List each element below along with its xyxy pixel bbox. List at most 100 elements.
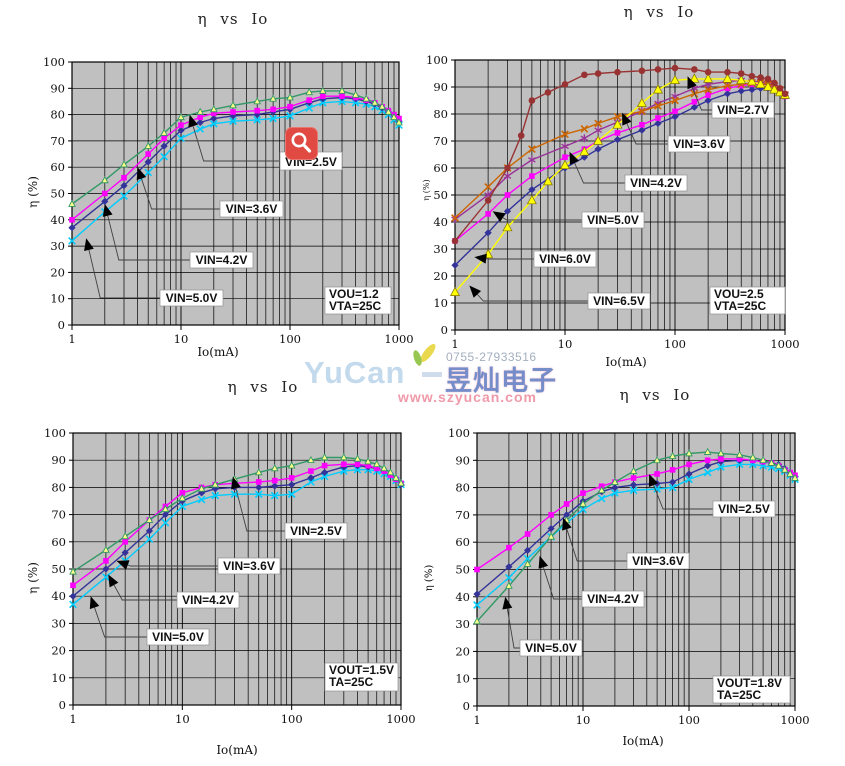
watermark: 0755-27933516 YuCan 昱灿电子 www.szyucan.com [298,341,558,408]
info-box-line: VTA=25C [714,299,766,313]
vin-callout: VIN=5.0V [587,213,639,227]
x-tick: 1000 [770,337,799,351]
callout-arrow [84,238,94,252]
x-tick: 1000 [384,332,413,346]
x-tick: 10 [174,332,189,346]
y-axis-label: η (%) [26,562,40,594]
y-tick: 60 [455,535,470,549]
y-tick: 50 [50,187,65,201]
vin-callout: VIN=3.6V [226,202,278,216]
y-tick: 30 [433,242,448,256]
y-tick: 90 [51,453,66,467]
y-axis-label: η (%) [422,179,431,200]
y-tick: 10 [51,671,66,685]
series-vin-5-0v [71,100,400,242]
y-tick: 30 [50,239,65,253]
vin-callout: VIN=6.5V [593,294,645,308]
vin-callout: VIN=4.2V [182,593,234,607]
callout-arrow [502,596,513,610]
series-vin-5-0v [72,469,402,605]
y-tick: 100 [448,426,470,440]
y-tick: 40 [51,589,66,603]
magnifier-icon[interactable] [285,127,318,160]
x-axis-label: Io(mA) [197,345,238,359]
callout-arrow [108,574,119,588]
callout-arrow [622,112,632,126]
vin-callout: VIN=2.7V [717,103,769,117]
chart-title: η vs Io [623,3,695,21]
watermark-url: www.szyucan.com [398,389,537,405]
y-tick: 60 [51,535,66,549]
callout-arrow [136,167,147,181]
x-axis-label: Io(mA) [605,355,646,369]
y-tick: 70 [51,508,66,522]
y-tick: 60 [433,161,448,175]
y-tick: 50 [51,562,66,576]
y-tick: 0 [59,698,66,712]
y-tick: 40 [50,213,65,227]
series-vin-5-0v [476,463,796,606]
y-tick: 80 [455,481,470,495]
series-vin-2-5v [71,90,400,205]
x-tick: 1 [451,337,458,351]
vin-callout: VIN=4.2V [196,253,248,267]
chart-vout-1v8: η vs Io 0 10 20 30 40 50 60 70 80 90 100 1 10 100 1000… [422,372,845,766]
watermark-phone: 0755-27933516 [446,350,537,364]
y-tick: 60 [50,160,65,174]
y-tick: 50 [433,188,448,202]
y-tick: 10 [50,292,65,306]
y-tick: 80 [50,108,65,122]
vin-callout: VIN=5.0V [152,630,204,644]
series-vin-4-2v [71,96,400,229]
callout-arrow [569,151,580,165]
y-tick: 0 [463,699,470,713]
watermark-brand-cn: 昱灿电子 [445,366,557,396]
chart-vout-1v5: η vs Io 0 10 20 30 40 50 60 70 80 90 100 1 10 100 1000… [0,372,422,766]
x-axis-label: Io(mA) [216,743,257,757]
vin-callout: VIN=3.6V [673,137,725,151]
y-tick: 70 [455,508,470,522]
callout-arrow [538,555,549,569]
leaf-icon [410,341,444,372]
callout-arrow [562,517,572,531]
y-tick: 100 [43,55,65,69]
y-tick: 10 [455,672,470,686]
callout-arrow [231,476,241,490]
y-tick: 20 [51,644,66,658]
x-axis-label: Io(mA) [622,734,663,748]
vin-callout: VIN=2.5V [290,524,342,538]
y-tick: 30 [455,617,470,631]
y-axis-label: η (%) [424,565,435,592]
y-tick: 90 [50,81,65,95]
callout-arrow [89,596,100,610]
chart-title: η vs Io [619,386,691,404]
info-box-line: TA=25C [329,675,373,689]
info-box-line: VOUT=1.5V [329,663,394,677]
y-tick: 0 [58,318,65,332]
callout-arrow [116,560,130,570]
y-tick: 70 [433,134,448,148]
y-tick: 90 [455,453,470,467]
callout-arrow [102,204,113,217]
y-tick: 100 [44,426,66,440]
series-vin-6-5v [454,78,786,293]
magnifier-glyph [291,132,312,153]
callout-arrow [188,114,198,128]
vin-callout: VIN=4.2V [630,176,682,190]
callout-arrow [469,285,482,298]
x-tick: 100 [279,332,301,346]
vin-callout: VIN=2.5V [718,502,770,516]
callout-arrow [474,253,487,264]
callout-arrow [648,473,659,487]
callout-arrow [687,76,697,90]
y-tick: 50 [455,563,470,577]
info-box-line: VTA=25C [329,299,381,313]
x-tick: 100 [281,712,303,726]
